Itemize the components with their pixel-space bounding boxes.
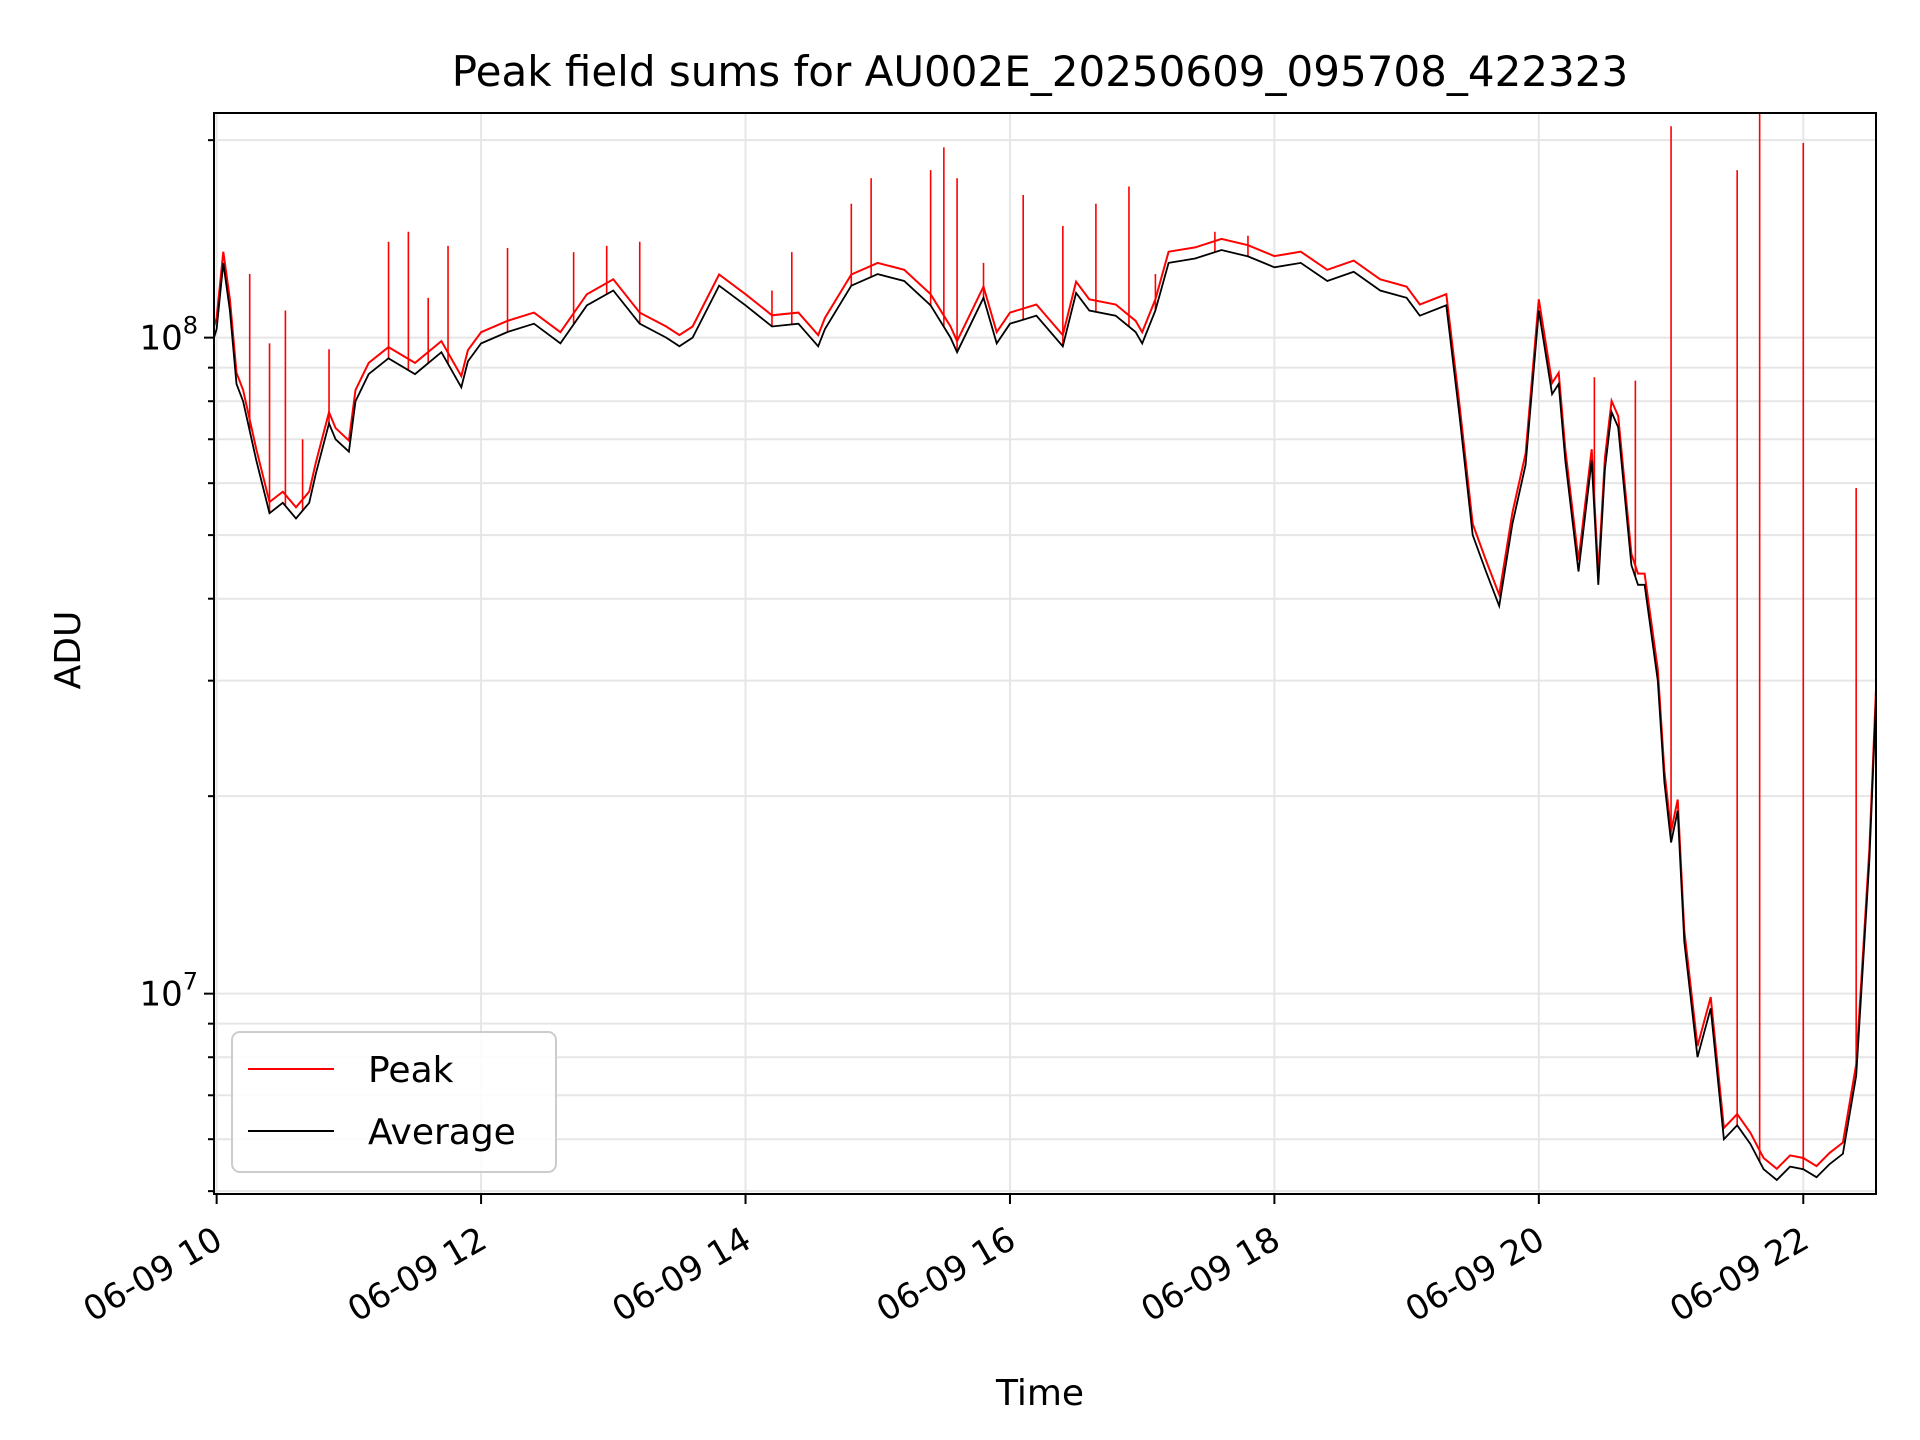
plot-frame (213, 112, 1877, 1195)
series-peak-line (213, 237, 1877, 1171)
series-average-line (213, 249, 1877, 1182)
y-tick-exponent: 7 (183, 968, 198, 996)
y-axis-label: ADU (48, 611, 89, 690)
legend: Peak Average (231, 1031, 557, 1173)
chart-title: Peak field sums for AU002E_20250609_0957… (452, 47, 1628, 96)
legend-average-label: Average (368, 1112, 516, 1153)
legend-box (231, 1031, 557, 1173)
x-axis-label: Time (995, 1373, 1084, 1414)
y-tick-base: 10 (139, 319, 182, 359)
series-layer (213, 113, 1877, 1182)
y-tick-label: 108 (139, 312, 198, 359)
y-tick-exponent: 8 (183, 312, 198, 340)
y-tick-base: 10 (139, 975, 182, 1015)
legend-peak-label: Peak (368, 1050, 454, 1091)
y-tick-label: 107 (139, 968, 198, 1015)
